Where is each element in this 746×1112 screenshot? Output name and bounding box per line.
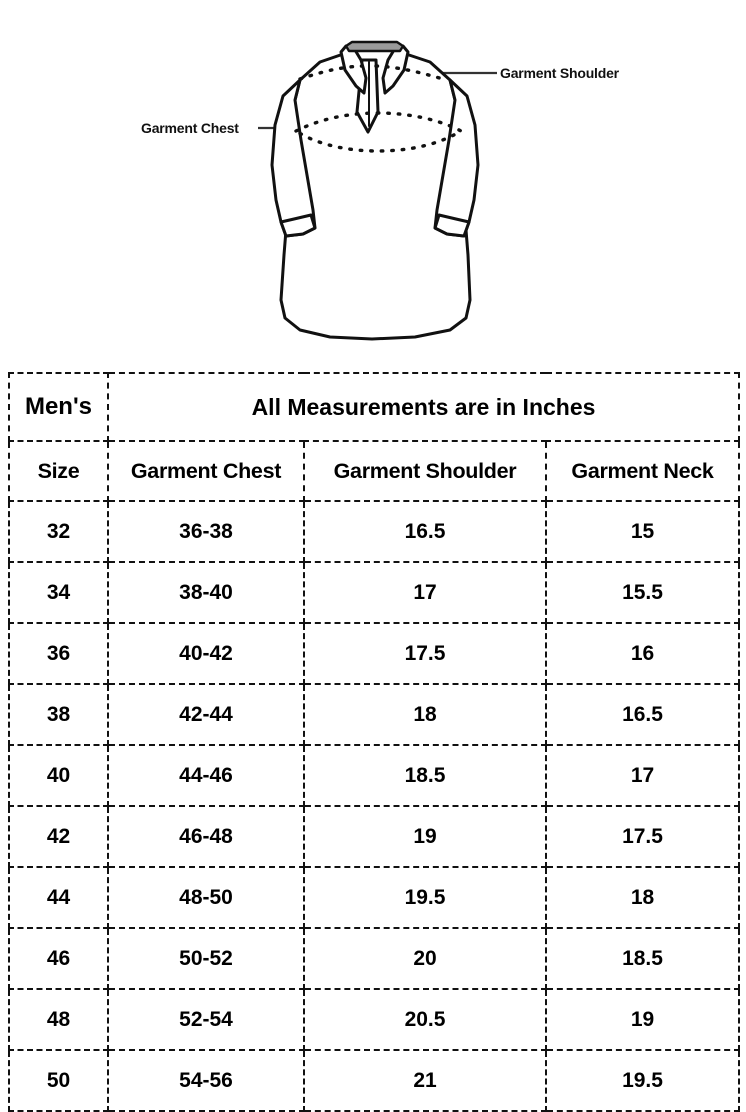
- neck-value-cell: 19.5: [545, 1049, 740, 1112]
- table-row: 46 50-52 20 18.5: [8, 927, 740, 990]
- brand-label-cell: Men's: [8, 372, 109, 442]
- size-chart-table-container: Men's All Measurements are in Inches Siz…: [8, 372, 740, 1112]
- collar-inner-neckline: [344, 40, 405, 53]
- shoulder-value-cell: 19: [303, 805, 547, 868]
- size-value-cell: 46: [8, 927, 109, 990]
- table-row: 34 38-40 17 15.5: [8, 561, 740, 624]
- chest-value-cell: 54-56: [107, 1049, 305, 1112]
- neck-value-cell: 16: [545, 622, 740, 685]
- shoulder-value-cell: 17: [303, 561, 547, 624]
- neck-value-cell: 16.5: [545, 683, 740, 746]
- neck-value-cell: 17.5: [545, 805, 740, 868]
- neck-value-cell: 15: [545, 500, 740, 563]
- table-title-row: Men's All Measurements are in Inches: [8, 372, 740, 442]
- size-value-cell: 38: [8, 683, 109, 746]
- shoulder-value-cell: 16.5: [303, 500, 547, 563]
- size-value-cell: 36: [8, 622, 109, 685]
- size-chart-table: Men's All Measurements are in Inches Siz…: [8, 372, 740, 1112]
- chest-value-cell: 36-38: [107, 500, 305, 563]
- chest-measure-dotted-line: [292, 111, 465, 153]
- shoulder-value-cell: 20: [303, 927, 547, 990]
- size-value-cell: 32: [8, 500, 109, 563]
- callout-label-chest: Garment Chest: [141, 120, 239, 136]
- callout-label-shoulder: Garment Shoulder: [500, 65, 620, 81]
- neck-value-cell: 19: [545, 988, 740, 1051]
- chest-value-cell: 46-48: [107, 805, 305, 868]
- size-chart-table-body: Men's All Measurements are in Inches Siz…: [8, 372, 740, 1112]
- column-header-garment-chest: Garment Chest: [107, 440, 305, 502]
- neck-value-cell: 15.5: [545, 561, 740, 624]
- chest-value-cell: 44-46: [107, 744, 305, 807]
- size-value-cell: 48: [8, 988, 109, 1051]
- table-row: 32 36-38 16.5 15: [8, 500, 740, 563]
- column-header-size: Size: [8, 440, 109, 502]
- size-value-cell: 44: [8, 866, 109, 929]
- measurement-units-title-cell: All Measurements are in Inches: [107, 372, 740, 442]
- neck-value-cell: 17: [545, 744, 740, 807]
- shoulder-value-cell: 20.5: [303, 988, 547, 1051]
- right-cuff: [433, 213, 471, 238]
- table-row: 38 42-44 18 16.5: [8, 683, 740, 746]
- shoulder-value-cell: 18: [303, 683, 547, 746]
- garment-illustration: Garment Shoulder Garment Chest: [0, 0, 746, 372]
- table-header-row: Size Garment Chest Garment Shoulder Garm…: [8, 440, 740, 502]
- shoulder-value-cell: 19.5: [303, 866, 547, 929]
- size-value-cell: 40: [8, 744, 109, 807]
- table-row: 42 46-48 19 17.5: [8, 805, 740, 868]
- table-row: 48 52-54 20.5 19: [8, 988, 740, 1051]
- shoulder-value-cell: 17.5: [303, 622, 547, 685]
- table-row: 44 48-50 19.5 18: [8, 866, 740, 929]
- chest-value-cell: 40-42: [107, 622, 305, 685]
- chest-value-cell: 42-44: [107, 683, 305, 746]
- chest-value-cell: 38-40: [107, 561, 305, 624]
- neck-value-cell: 18: [545, 866, 740, 929]
- shoulder-value-cell: 18.5: [303, 744, 547, 807]
- left-cuff: [279, 213, 317, 238]
- shoulder-value-cell: 21: [303, 1049, 547, 1112]
- size-value-cell: 42: [8, 805, 109, 868]
- chest-value-cell: 50-52: [107, 927, 305, 990]
- kurta-drawing: [270, 40, 480, 341]
- chest-value-cell: 52-54: [107, 988, 305, 1051]
- neck-value-cell: 18.5: [545, 927, 740, 990]
- chest-value-cell: 48-50: [107, 866, 305, 929]
- table-row: 50 54-56 21 19.5: [8, 1049, 740, 1112]
- column-header-garment-neck: Garment Neck: [545, 440, 740, 502]
- column-header-garment-shoulder: Garment Shoulder: [303, 440, 547, 502]
- table-row: 40 44-46 18.5 17: [8, 744, 740, 807]
- size-value-cell: 50: [8, 1049, 109, 1112]
- table-row: 36 40-42 17.5 16: [8, 622, 740, 685]
- size-value-cell: 34: [8, 561, 109, 624]
